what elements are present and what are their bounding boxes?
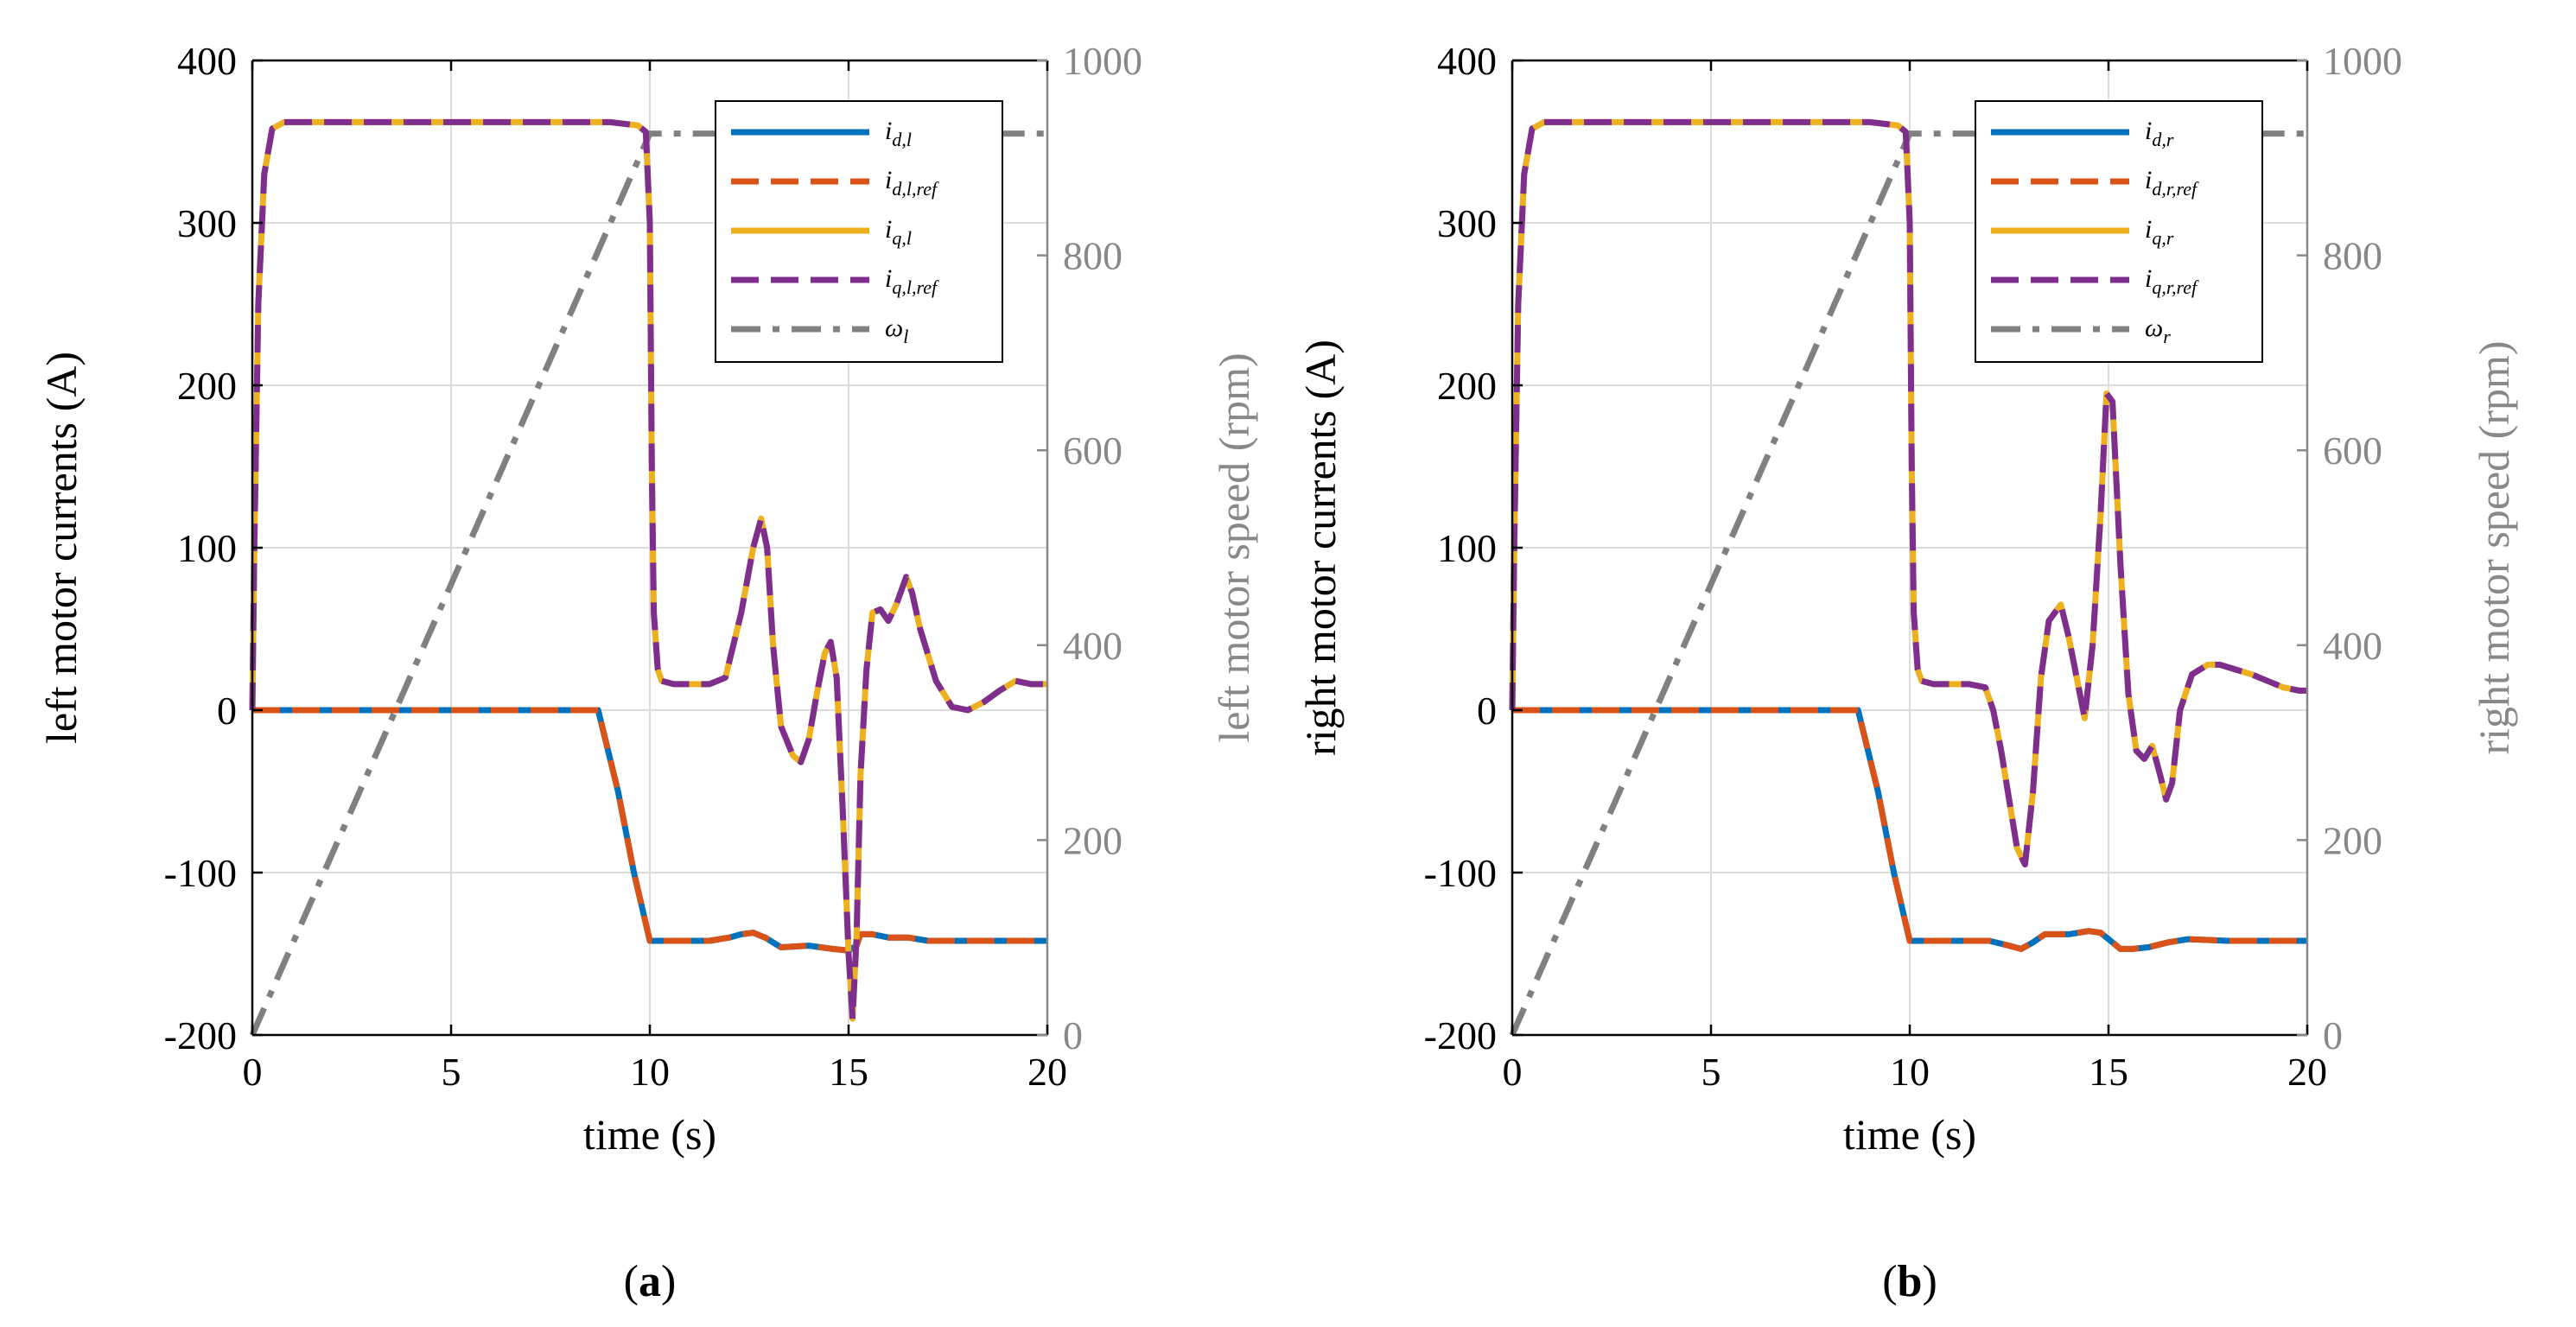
y-tick-label-left: 400 <box>177 39 237 83</box>
x-tick-label: 15 <box>829 1050 868 1094</box>
y-tick-label-right: 200 <box>1063 818 1123 862</box>
y-axis-label-left: right motor currents (A) <box>1296 340 1345 756</box>
y-axis-label-left: left motor currents (A) <box>37 352 86 744</box>
legend-entry: iq,l <box>885 215 912 249</box>
x-axis-label: time (s) <box>583 1110 716 1159</box>
panel-label: (b) <box>1882 1257 1937 1306</box>
y-tick-label-left: 200 <box>1437 364 1497 408</box>
y-tick-label-right: 1000 <box>2323 39 2402 83</box>
y-tick-label-left: 200 <box>177 364 237 408</box>
y-tick-label-left: 100 <box>177 526 237 570</box>
x-axis-label: time (s) <box>1843 1110 1976 1159</box>
x-tick-label: 15 <box>2089 1050 2128 1094</box>
panel-label: (a) <box>624 1257 677 1306</box>
x-tick-label: 5 <box>442 1050 461 1094</box>
y-tick-label-right: 0 <box>2323 1013 2343 1057</box>
legend-entry: iq,r <box>2145 215 2174 249</box>
series-line-i-q-r-ref <box>1509 118 2307 868</box>
y-tick-label-right: 800 <box>2323 234 2382 278</box>
y-tick-label-right: 1000 <box>1063 39 1142 83</box>
y-tick-label-right: 400 <box>2323 624 2382 668</box>
legend-entry: iq,l,ref <box>885 264 939 298</box>
y-tick-label-left: 300 <box>1437 201 1497 245</box>
y-tick-label-left: -100 <box>164 851 237 895</box>
y-tick-label-left: -200 <box>1424 1013 1497 1057</box>
series-line-r <box>1509 130 2307 1037</box>
y-tick-label-right: 800 <box>1063 234 1123 278</box>
legend-entry: id,r,ref <box>2145 166 2199 200</box>
y-tick-label-right: 200 <box>2323 818 2382 862</box>
x-tick-label: 10 <box>630 1050 670 1094</box>
legend-entry: ωr <box>2145 314 2171 347</box>
series-line-i-d-r-ref <box>1512 707 2307 952</box>
y-tick-label-right: 400 <box>1063 624 1123 668</box>
x-tick-label: 20 <box>1027 1050 1067 1094</box>
legend: id,l id,l,ref iq,l iq,l,ref ωl <box>715 100 1003 363</box>
y-tick-label-left: 300 <box>177 201 237 245</box>
chart-panel-a: 0 5 10 15 204003002001000-100-20010008006004… <box>37 39 1258 1306</box>
y-tick-label-left: 0 <box>217 689 237 733</box>
y-axis-label-right: left motor speed (rpm) <box>1210 352 1258 742</box>
x-tick-label: 5 <box>1701 1050 1721 1094</box>
x-tick-label: 20 <box>2287 1050 2327 1094</box>
y-tick-label-right: 600 <box>1063 429 1123 473</box>
legend: id,r id,r,ref iq,r iq,r,ref ωr <box>1975 100 2263 363</box>
y-tick-label-left: -200 <box>164 1013 237 1057</box>
x-tick-label: 0 <box>1503 1050 1523 1094</box>
chart-panel-b: 0 5 10 15 204003002001000-100-20010008006004… <box>1296 39 2518 1306</box>
series-line-l <box>249 130 1047 1037</box>
y-tick-label-right: 600 <box>2323 429 2382 473</box>
x-tick-label: 0 <box>243 1050 263 1094</box>
y-tick-label-left: 400 <box>1437 39 1497 83</box>
y-tick-label-right: 0 <box>1063 1013 1083 1057</box>
y-tick-label-left: 0 <box>1477 689 1497 733</box>
legend-entry: id,l <box>885 117 912 150</box>
legend-entry: id,r <box>2145 117 2174 150</box>
series-line-i-d-l-ref <box>252 707 1047 954</box>
series-group <box>249 118 1047 1037</box>
series-line-i-q-l-ref <box>249 118 1047 1022</box>
y-tick-label-left: -100 <box>1424 851 1497 895</box>
y-tick-label-left: 100 <box>1437 526 1497 570</box>
legend-entry: ωl <box>885 314 908 347</box>
x-tick-label: 10 <box>1890 1050 1930 1094</box>
legend-entry: id,l,ref <box>885 166 939 200</box>
legend-entry: iq,r,ref <box>2145 264 2199 298</box>
y-axis-label-right: right motor speed (rpm) <box>2470 340 2518 754</box>
series-group <box>1509 118 2307 1037</box>
